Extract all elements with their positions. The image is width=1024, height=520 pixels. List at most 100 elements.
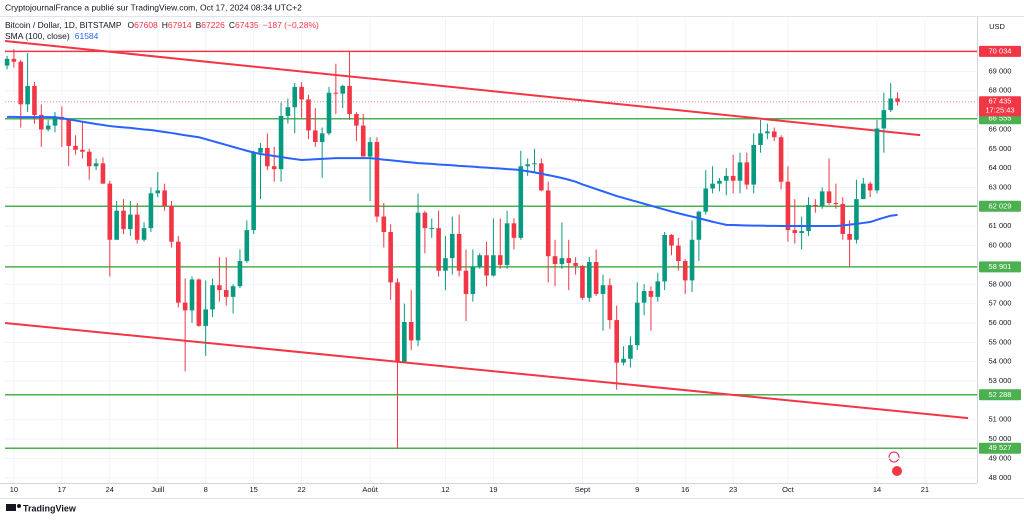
candle-body: [819, 191, 825, 206]
candle-body: [169, 205, 174, 242]
candle-body: [360, 125, 366, 157]
price-tag-label: 52 288: [989, 390, 1012, 399]
candle-body: [402, 322, 407, 362]
candle-body: [230, 286, 236, 297]
last-price-tag: [979, 96, 1021, 117]
candle-body: [73, 145, 78, 150]
quote-change: −187 (−0,28%): [263, 20, 319, 30]
candle-body: [251, 152, 256, 231]
candle-body: [867, 183, 873, 191]
candle-body: [374, 142, 380, 217]
price-tag-label: 62 029: [989, 201, 1012, 210]
candle-body: [545, 190, 551, 257]
quote-value: 67435: [235, 20, 259, 30]
price-tag: [979, 45, 1021, 57]
candle-body: [826, 191, 832, 203]
y-tick-label: 66 000: [989, 124, 1012, 133]
candle-body: [689, 239, 695, 281]
price-tag-label: 70 034: [989, 46, 1012, 55]
candle-body: [504, 223, 510, 265]
candle-body: [854, 199, 859, 240]
candle-body: [25, 85, 30, 105]
candle-body: [484, 255, 489, 276]
candle-body: [4, 58, 10, 66]
candle-body: [710, 183, 715, 189]
x-tick-label: Oct: [782, 485, 795, 494]
price-tag: [979, 261, 1021, 273]
candle-body: [388, 232, 393, 283]
candle-body: [395, 282, 400, 362]
quote-key: C: [229, 20, 235, 30]
candle-body: [860, 183, 866, 200]
candle-body: [662, 234, 667, 282]
candle-body: [210, 285, 215, 310]
candle-body: [771, 131, 777, 138]
candle-body: [655, 281, 661, 297]
candle-body: [121, 210, 126, 230]
x-tick-label: 24: [106, 485, 114, 494]
quote-key: B: [196, 20, 202, 30]
x-tick-label: 19: [489, 485, 497, 494]
candle-body: [600, 285, 606, 294]
candle-body: [552, 256, 558, 264]
candle-body: [806, 204, 811, 232]
y-tick-label: 61 000: [989, 221, 1012, 230]
candle-body: [532, 163, 537, 165]
candle-body: [306, 99, 311, 131]
countdown-label: 17:25:43: [985, 106, 1014, 115]
quote-key: O: [128, 20, 135, 30]
candle-body: [634, 302, 640, 346]
candle-body: [758, 133, 763, 145]
candle-body: [408, 322, 414, 341]
price-tag-label: 66 555: [989, 114, 1012, 123]
indicator-value: 61584: [75, 31, 99, 41]
x-tick-label: 8: [204, 485, 208, 494]
candle-body: [196, 279, 202, 326]
x-tick-label: 10: [10, 485, 18, 494]
candle-body: [176, 241, 181, 303]
x-tick-label: 12: [441, 485, 449, 494]
candle-body: [237, 261, 243, 287]
candle-body: [580, 265, 585, 298]
candle-body: [285, 107, 291, 116]
candle-body: [443, 258, 448, 271]
candle-body: [326, 92, 332, 134]
candle-body: [751, 144, 756, 185]
candle-body: [52, 116, 58, 126]
price-tag-label: 49 527: [989, 443, 1012, 452]
candle-body: [586, 262, 592, 298]
candle-body: [333, 92, 339, 94]
price-tag: [979, 442, 1021, 454]
candle-body: [566, 258, 572, 263]
candle-body: [32, 85, 37, 115]
candle-body: [134, 214, 140, 240]
candle-body: [18, 61, 24, 105]
candle-body: [141, 228, 147, 240]
event-icons: [888, 451, 902, 476]
price-tag: [979, 389, 1021, 401]
candle-body: [66, 119, 72, 146]
y-tick-label: 56 000: [989, 318, 1012, 327]
y-tick-label: 51 000: [989, 415, 1012, 424]
tv-logo: [6, 504, 21, 511]
x-tick-label: Juill: [151, 485, 164, 494]
candle-body: [792, 230, 798, 233]
candle-body: [470, 266, 476, 294]
candle-body: [881, 110, 887, 129]
y-tick-label: 64 000: [989, 163, 1012, 172]
candle-body: [86, 151, 92, 167]
candle-body: [319, 133, 325, 143]
trend-line: [4, 40, 921, 137]
candle-body: [347, 85, 352, 114]
candle-body: [491, 255, 496, 276]
candle-body: [217, 285, 222, 291]
candle-body: [895, 98, 900, 102]
currency: USD: [989, 22, 1005, 31]
candle-body: [422, 212, 428, 229]
candle-body: [182, 302, 188, 311]
price-tag-label: 58 901: [989, 262, 1012, 271]
x-tick-label: 16: [681, 485, 689, 494]
quote-value: 67914: [168, 20, 192, 30]
y-tick-label: 63 000: [989, 182, 1012, 191]
